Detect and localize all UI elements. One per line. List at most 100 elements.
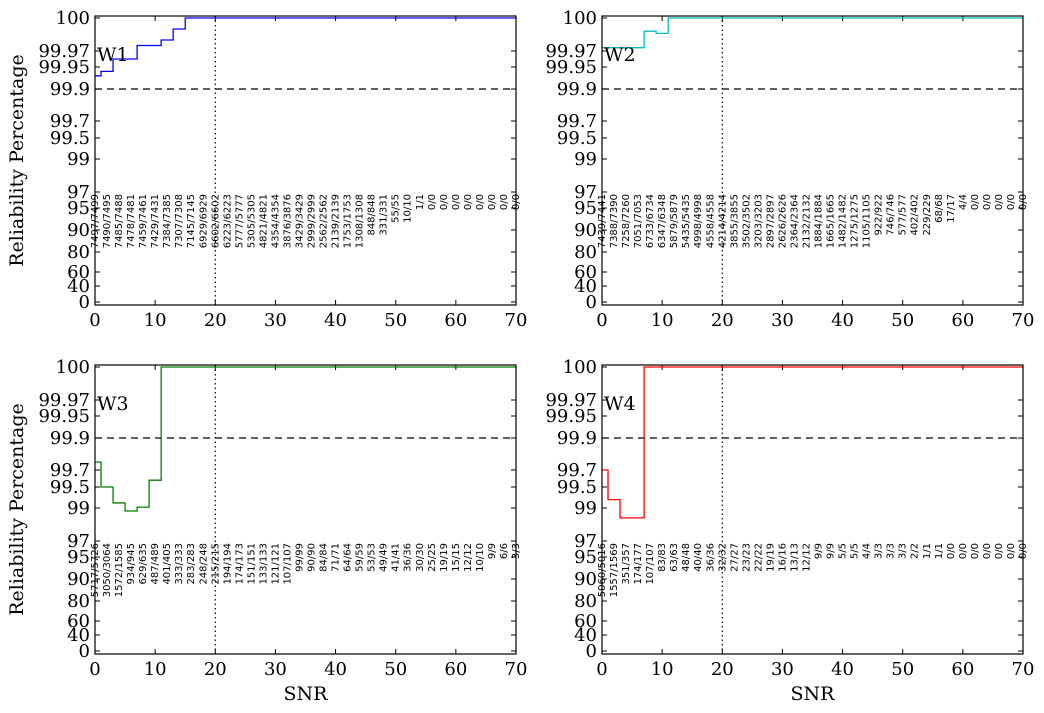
- x-tick-label: 20: [204, 659, 227, 680]
- count-label: 3/3: [898, 543, 909, 559]
- count-label: 9/9: [814, 543, 825, 559]
- count-label: 5435/5435: [681, 194, 692, 248]
- count-label: 577/577: [898, 194, 909, 236]
- count-label: 17/17: [946, 194, 957, 223]
- x-tick-label: 0: [596, 310, 607, 331]
- count-label: 121/121: [270, 543, 281, 585]
- x-tick-label: 30: [264, 659, 287, 680]
- y-tick-label: 90: [67, 569, 90, 590]
- y-tick-label: 95: [574, 547, 597, 568]
- x-tick-label: 10: [144, 310, 167, 331]
- x-tick-label: 50: [384, 659, 407, 680]
- count-label: 0/0: [970, 194, 981, 210]
- y-tick-label: 90: [574, 569, 597, 590]
- y-tick-label: 97: [574, 182, 597, 203]
- x-axis-label: SNR: [791, 683, 836, 705]
- count-label: 402/402: [910, 194, 921, 236]
- count-label: 7459/7461: [138, 194, 149, 248]
- count-label: 351/357: [621, 543, 632, 585]
- count-label: 83/83: [657, 543, 668, 572]
- panel-label: W1: [97, 44, 129, 66]
- y-tick-label: 99.9: [557, 79, 597, 100]
- count-label: 7307/7308: [174, 194, 185, 248]
- count-label: 3502/3502: [741, 194, 752, 248]
- y-tick-label: 99.5: [50, 128, 90, 149]
- x-tick-label: 50: [891, 310, 914, 331]
- count-label: 9/9: [826, 543, 837, 559]
- x-tick-label: 10: [651, 310, 674, 331]
- y-tick-label: 95: [574, 198, 597, 219]
- count-label: 194/194: [222, 543, 233, 585]
- y-tick-label: 99.7: [557, 111, 597, 132]
- count-label: 1482/1482: [838, 194, 849, 248]
- panel-w2: 04060809095979999.599.799.999.9599.97100…: [545, 8, 1034, 331]
- y-tick-label: 40: [67, 625, 90, 646]
- count-label: 0/0: [1006, 194, 1017, 210]
- count-label: 4558/4558: [705, 194, 716, 248]
- y-tick-label: 99.5: [557, 477, 597, 498]
- plot-frame: [601, 364, 1024, 655]
- count-label: 0/0: [970, 543, 981, 559]
- count-label: 30/30: [415, 543, 426, 572]
- count-label: 36/36: [705, 543, 716, 572]
- y-tick-label: 100: [56, 8, 90, 29]
- count-label: 0/0: [946, 543, 957, 559]
- count-label: 1/1: [922, 543, 933, 559]
- panel-w1: 04060809095979999.599.799.999.9599.97100…: [6, 8, 527, 331]
- x-tick-label: 0: [89, 310, 100, 331]
- y-tick-label: 0: [586, 292, 597, 313]
- y-tick-label: 90: [67, 220, 90, 241]
- y-tick-label: 99: [574, 498, 597, 519]
- x-tick-label: 70: [505, 659, 528, 680]
- count-label: 19/19: [765, 543, 776, 572]
- x-tick-label: 10: [144, 659, 167, 680]
- count-label: 0/0: [982, 194, 993, 210]
- panel-label: W4: [604, 393, 636, 415]
- count-label: 1105/1105: [862, 194, 873, 248]
- count-label: 2139/2139: [331, 194, 342, 248]
- count-label: 0/0: [439, 194, 450, 210]
- count-label: 5/5: [850, 543, 861, 559]
- count-label: 15/15: [451, 543, 462, 572]
- count-label: 6223/6223: [222, 194, 233, 248]
- x-tick-label: 20: [711, 310, 734, 331]
- x-tick-label: 10: [651, 659, 674, 680]
- x-tick-label: 20: [204, 310, 227, 331]
- count-label: 3050/3064: [102, 543, 113, 597]
- count-label: 12/12: [801, 543, 812, 572]
- count-label: 2999/2999: [307, 194, 318, 248]
- count-label: 0/0: [958, 543, 969, 559]
- count-label: 0/0: [994, 194, 1005, 210]
- series-line: [602, 366, 1023, 519]
- count-label: 5305/5305: [246, 194, 257, 248]
- count-label: 1308/1308: [355, 194, 366, 248]
- count-label: 1572/1585: [114, 543, 125, 597]
- y-tick-label: 60: [67, 611, 90, 632]
- count-label: 90/90: [307, 543, 318, 572]
- count-label: 7384/7385: [162, 194, 173, 248]
- count-label: 2626/2626: [777, 194, 788, 248]
- count-label: 333/333: [174, 543, 185, 585]
- x-tick-label: 30: [771, 310, 794, 331]
- x-tick-label: 0: [596, 659, 607, 680]
- count-label: 49/49: [379, 543, 390, 572]
- count-label: 0/0: [499, 194, 510, 210]
- count-label: 4354/4354: [270, 194, 281, 248]
- count-label: 7429/7431: [150, 194, 161, 248]
- count-label: 41/41: [391, 543, 402, 572]
- count-label: 99/99: [294, 543, 305, 572]
- count-label: 59/59: [355, 543, 366, 572]
- x-tick-label: 20: [711, 659, 734, 680]
- y-tick-label: 40: [574, 625, 597, 646]
- x-tick-label: 60: [951, 659, 974, 680]
- count-label: 107/107: [282, 543, 293, 585]
- count-label: 0/0: [982, 543, 993, 559]
- x-tick-label: 40: [324, 310, 347, 331]
- x-tick-label: 70: [505, 310, 528, 331]
- count-label: 10/10: [475, 543, 486, 572]
- count-label: 934/945: [126, 543, 137, 585]
- count-label: 0/0: [994, 543, 1005, 559]
- y-tick-label: 40: [67, 276, 90, 297]
- x-tick-label: 40: [324, 659, 347, 680]
